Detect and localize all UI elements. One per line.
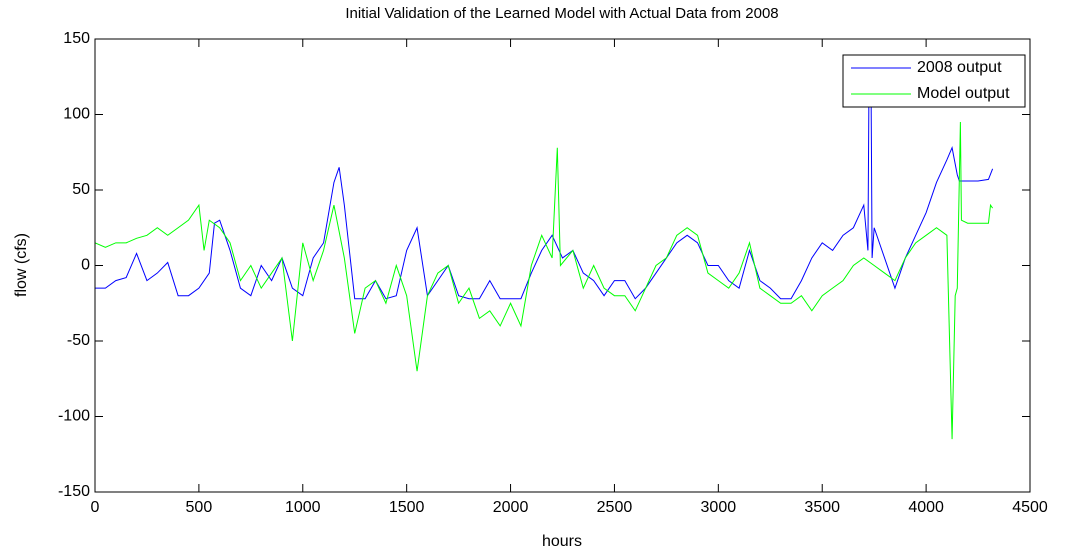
x-tick-label: 0 — [91, 499, 100, 516]
plot-lines — [95, 83, 994, 440]
x-tick-label: 4000 — [908, 499, 944, 516]
y-tick-label: 100 — [63, 106, 90, 123]
x-tick-label: 1000 — [285, 499, 321, 516]
x-tick-label: 2500 — [597, 499, 633, 516]
legend: 2008 output Model output — [842, 54, 1026, 108]
x-tick-label: 1500 — [389, 499, 425, 516]
y-tick-label: -100 — [58, 408, 90, 425]
y-tick-label: 0 — [81, 257, 90, 274]
data-line — [95, 122, 994, 440]
legend-box — [842, 54, 1026, 108]
x-tick-label: 3500 — [804, 499, 840, 516]
x-tick-label: 4500 — [1012, 499, 1048, 516]
chart-title: Initial Validation of the Learned Model … — [345, 5, 778, 22]
legend-label: 2008 output — [917, 59, 1002, 76]
x-tick-label: 3000 — [701, 499, 737, 516]
y-tick-label: 50 — [72, 181, 90, 198]
x-tick-label: 2000 — [493, 499, 529, 516]
y-tick-label: -150 — [58, 483, 90, 500]
x-axis-label: hours — [542, 533, 582, 550]
x-tick-label: 500 — [186, 499, 213, 516]
data-line — [95, 83, 994, 300]
y-tick-label: 150 — [63, 30, 90, 47]
legend-label: Model output — [917, 85, 1010, 102]
y-tick-label: -50 — [67, 332, 90, 349]
y-axis-label: flow (cfs) — [13, 233, 30, 297]
